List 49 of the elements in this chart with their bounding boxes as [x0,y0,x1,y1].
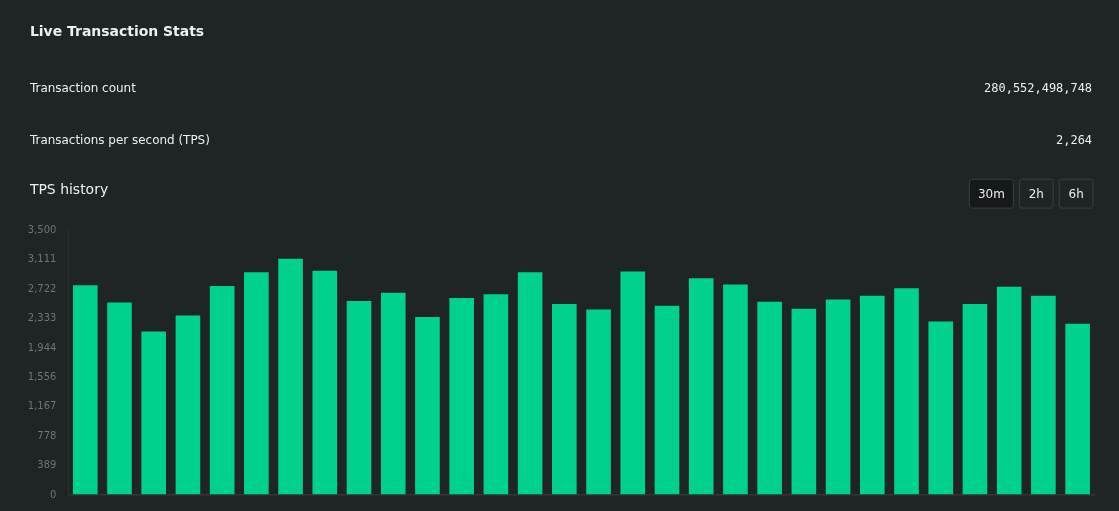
y-tick-label: 3,111 [27,253,57,265]
bar [757,301,782,495]
bar [312,270,338,495]
text: Transactions per second (TPS) [28,133,210,148]
text: 6h [1068,187,1084,202]
bar [928,321,954,495]
bar [1031,295,1056,495]
bar [996,286,1022,495]
text: Transaction count [28,81,137,96]
bar [380,292,406,495]
bar [517,272,543,495]
y-tick-label: 778 [37,429,57,441]
bar [825,299,851,495]
bar [894,288,919,495]
text: 280,552,498,748 [984,81,1093,96]
text: 2h [1028,187,1044,202]
bar [415,317,440,495]
bar [175,315,201,495]
chart-subtitle: TPS history [28,181,109,198]
bar [552,304,577,495]
bar [586,309,611,495]
bar [620,271,646,495]
y-tick-label: 1,944 [27,341,57,353]
text: 2,264 [1056,133,1093,148]
y-tick-label: 0 [50,488,57,500]
bar [346,301,372,495]
bar [244,272,269,495]
chart-title: Live Transaction Stats [29,22,205,39]
bar [483,294,509,495]
bar [141,331,167,495]
bar [791,308,817,495]
text: 30m [977,187,1005,202]
bar [723,284,748,495]
bar [859,295,885,495]
bar [962,304,988,495]
bar [209,285,235,495]
y-tick-label: 3,500 [27,223,57,235]
bar [1065,323,1090,495]
y-tick-label: 2,333 [27,312,57,324]
bar [107,302,132,495]
bar [654,305,680,495]
bar [688,278,714,495]
bar [278,258,303,495]
y-tick-label: 1,556 [27,370,57,382]
bar [72,285,98,495]
bar [449,298,474,495]
y-tick-label: 389 [37,459,57,471]
y-tick-label: 2,722 [27,282,57,294]
y-tick-label: 1,167 [27,400,57,412]
